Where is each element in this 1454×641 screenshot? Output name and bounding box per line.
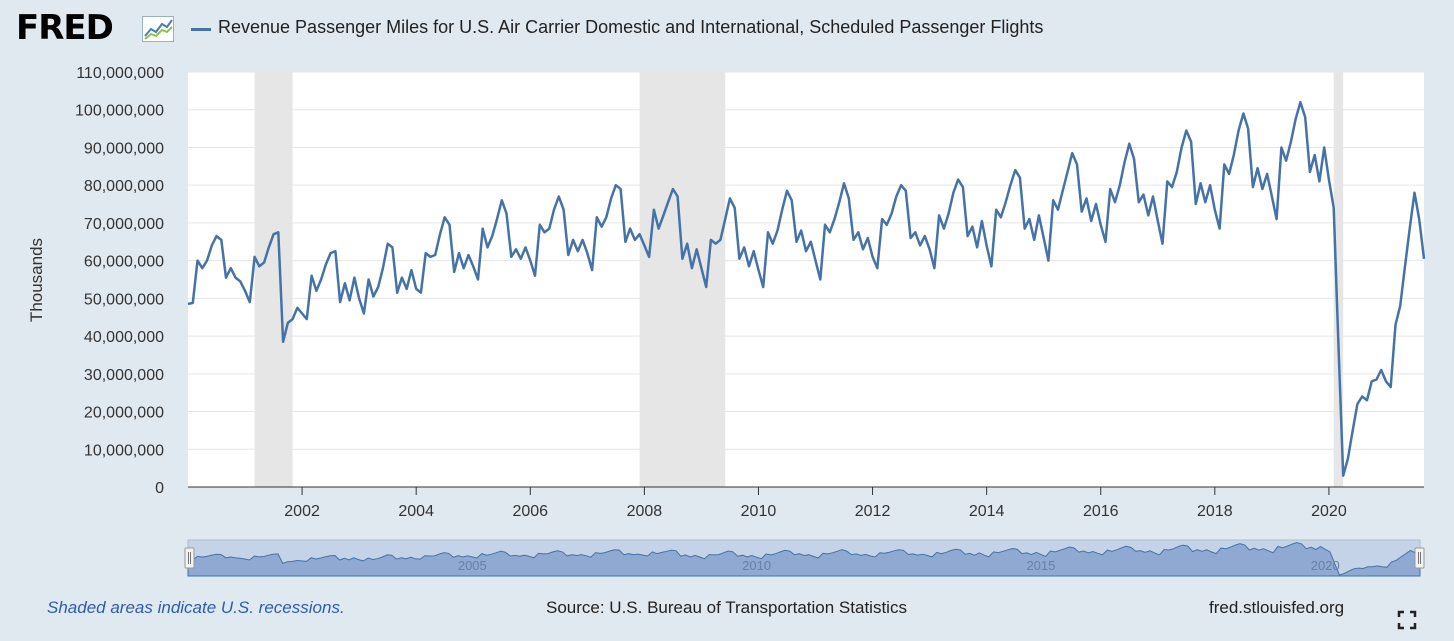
chart-header: FRED Revenue Passenger Miles for U.S. Ai… [16, 10, 1436, 46]
plot-area [188, 72, 1424, 487]
x-tick-label: 2010 [741, 503, 777, 520]
recession-band [254, 72, 293, 487]
site-link[interactable]: fred.stlouisfed.org [1209, 598, 1345, 617]
fred-logo[interactable]: FRED [16, 8, 114, 48]
y-tick-label: 90,000,000 [84, 140, 164, 157]
x-tick-label: 2014 [969, 503, 1005, 520]
source-text: Source: U.S. Bureau of Transportation St… [546, 598, 907, 617]
y-tick-label: 70,000,000 [84, 216, 164, 233]
y-tick-label: 40,000,000 [84, 329, 164, 346]
navigator-tick-label: 2015 [1026, 558, 1055, 573]
y-tick-label: 100,000,000 [75, 103, 164, 120]
series-line [187, 100, 1426, 477]
navigator-tick-label: 2005 [458, 558, 487, 573]
y-tick-label: 30,000,000 [84, 367, 164, 384]
line-graph-icon [142, 16, 174, 42]
legend-series-swatch [191, 28, 211, 31]
x-tick-label: 2016 [1083, 503, 1119, 520]
navigator-tick-label: 2020 [1311, 558, 1340, 573]
chart-title: Revenue Passenger Miles for U.S. Air Car… [218, 17, 1044, 37]
navigator-tick-label: 2010 [742, 558, 771, 573]
navigator-series [187, 542, 1421, 577]
y-tick-label: 80,000,000 [84, 178, 164, 195]
y-tick-label: 60,000,000 [84, 254, 164, 271]
recession-footnote: Shaded areas indicate U.S. recessions. [47, 598, 345, 617]
x-tick-label: 2018 [1197, 503, 1233, 520]
y-tick-label: 10,000,000 [84, 442, 164, 459]
x-tick-label: 2004 [398, 503, 434, 520]
x-tick-label: 2012 [855, 503, 891, 520]
fullscreen-icon[interactable] [1397, 610, 1417, 630]
recession-band [639, 72, 726, 487]
x-tick-label: 2008 [627, 503, 663, 520]
y-tick-label: 110,000,000 [76, 65, 164, 82]
y-axis-label: Thousands [27, 238, 46, 322]
recession-band [1333, 72, 1344, 487]
navigator-handle[interactable] [184, 547, 195, 569]
y-tick-label: 0 [155, 480, 164, 497]
x-tick-label: 2020 [1311, 503, 1347, 520]
navigator-handle[interactable] [1414, 547, 1425, 569]
x-tick-label: 2006 [512, 503, 548, 520]
y-tick-label: 50,000,000 [84, 291, 164, 308]
y-tick-label: 20,000,000 [84, 405, 164, 422]
x-tick-label: 2002 [284, 503, 320, 520]
